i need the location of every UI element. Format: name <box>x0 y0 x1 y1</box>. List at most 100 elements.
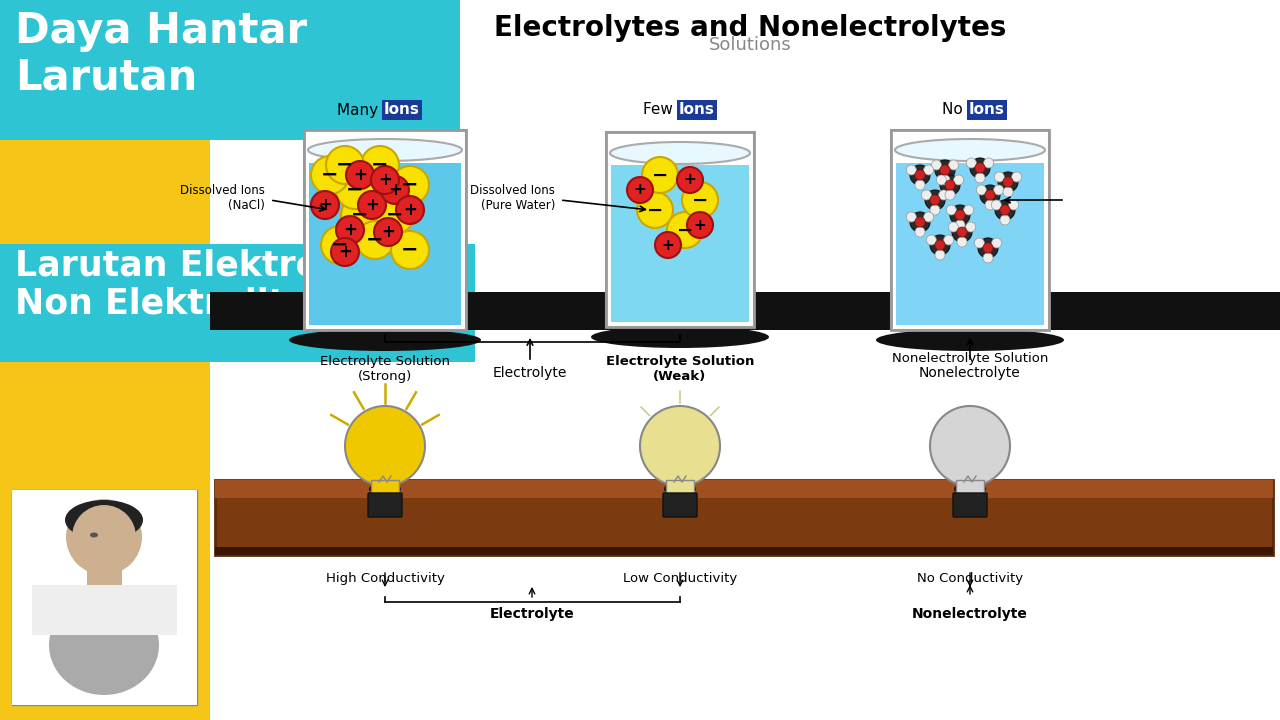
Ellipse shape <box>90 533 99 538</box>
Circle shape <box>1004 177 1012 187</box>
Circle shape <box>371 166 399 194</box>
Text: −: − <box>332 235 348 255</box>
Ellipse shape <box>664 482 696 496</box>
FancyBboxPatch shape <box>605 132 754 327</box>
Circle shape <box>1009 200 1019 210</box>
Text: +: + <box>694 217 707 233</box>
FancyBboxPatch shape <box>308 163 461 325</box>
Circle shape <box>931 235 950 255</box>
Circle shape <box>1000 215 1010 225</box>
Text: −: − <box>366 230 384 250</box>
FancyBboxPatch shape <box>215 547 1274 555</box>
Circle shape <box>948 222 959 232</box>
FancyBboxPatch shape <box>0 0 460 140</box>
FancyBboxPatch shape <box>32 585 177 635</box>
Circle shape <box>943 235 954 245</box>
FancyBboxPatch shape <box>305 130 466 330</box>
Circle shape <box>332 238 358 266</box>
Text: Dissolved Ions
(Pure Water): Dissolved Ions (Pure Water) <box>470 184 556 212</box>
Circle shape <box>640 406 719 486</box>
Circle shape <box>925 190 945 210</box>
Circle shape <box>940 175 950 185</box>
Ellipse shape <box>65 500 143 540</box>
Circle shape <box>922 190 932 200</box>
Circle shape <box>937 175 946 185</box>
Circle shape <box>311 156 349 194</box>
Circle shape <box>915 217 925 227</box>
Circle shape <box>934 250 945 260</box>
Circle shape <box>932 160 941 170</box>
Text: +: + <box>684 173 696 187</box>
Text: +: + <box>343 221 357 239</box>
FancyBboxPatch shape <box>954 493 987 517</box>
Text: +: + <box>634 182 646 197</box>
Circle shape <box>374 218 402 246</box>
Circle shape <box>356 221 394 259</box>
Ellipse shape <box>289 329 481 351</box>
Circle shape <box>952 222 972 242</box>
Text: Daya Hantar
Larutan: Daya Hantar Larutan <box>15 10 307 99</box>
Circle shape <box>938 190 948 200</box>
Circle shape <box>396 196 424 224</box>
FancyBboxPatch shape <box>666 480 694 498</box>
Circle shape <box>983 243 993 253</box>
FancyBboxPatch shape <box>12 490 197 705</box>
Text: No: No <box>942 102 968 117</box>
Circle shape <box>965 222 975 232</box>
FancyBboxPatch shape <box>210 292 1280 330</box>
Circle shape <box>975 163 986 173</box>
Text: −: − <box>652 166 668 184</box>
Circle shape <box>927 235 937 245</box>
Text: Ions: Ions <box>384 102 420 117</box>
Circle shape <box>326 146 364 184</box>
Circle shape <box>924 165 933 175</box>
Ellipse shape <box>49 595 159 695</box>
Text: Ions: Ions <box>969 102 1005 117</box>
Text: Electrolyte Solution
(Strong): Electrolyte Solution (Strong) <box>320 355 451 383</box>
Circle shape <box>1004 187 1012 197</box>
Text: Electrolyte Solution
(Weak): Electrolyte Solution (Weak) <box>605 355 754 383</box>
Circle shape <box>376 196 413 234</box>
Text: Electrolyte: Electrolyte <box>490 607 575 621</box>
Circle shape <box>682 182 718 218</box>
Text: −: − <box>321 165 339 185</box>
FancyBboxPatch shape <box>87 555 122 585</box>
Circle shape <box>910 165 931 185</box>
Ellipse shape <box>369 482 401 496</box>
Circle shape <box>906 212 916 222</box>
Circle shape <box>637 192 673 228</box>
Circle shape <box>72 505 136 569</box>
Circle shape <box>986 200 995 210</box>
Circle shape <box>321 226 358 264</box>
FancyBboxPatch shape <box>611 165 749 322</box>
Circle shape <box>915 170 925 180</box>
Circle shape <box>931 406 1010 486</box>
Text: −: − <box>351 205 369 225</box>
Text: +: + <box>365 196 379 214</box>
FancyBboxPatch shape <box>369 493 402 517</box>
Circle shape <box>358 191 387 219</box>
Text: High Conductivity: High Conductivity <box>325 572 444 585</box>
FancyBboxPatch shape <box>210 0 1280 720</box>
Circle shape <box>980 185 1000 205</box>
Circle shape <box>361 146 399 184</box>
FancyBboxPatch shape <box>966 100 1007 120</box>
Circle shape <box>335 171 374 209</box>
Circle shape <box>966 158 977 168</box>
Circle shape <box>955 220 965 230</box>
Text: Dissolved Ions
(NaCl): Dissolved Ions (NaCl) <box>180 184 265 212</box>
Ellipse shape <box>895 139 1044 161</box>
Circle shape <box>970 158 989 178</box>
Circle shape <box>390 231 429 269</box>
Circle shape <box>993 185 1004 195</box>
Circle shape <box>977 185 987 195</box>
Text: Many: Many <box>337 102 383 117</box>
FancyBboxPatch shape <box>371 480 399 498</box>
Circle shape <box>687 212 713 238</box>
Circle shape <box>940 175 960 195</box>
Circle shape <box>948 160 959 170</box>
FancyBboxPatch shape <box>896 163 1044 325</box>
Circle shape <box>964 205 974 215</box>
FancyBboxPatch shape <box>663 493 698 517</box>
Circle shape <box>906 165 916 175</box>
